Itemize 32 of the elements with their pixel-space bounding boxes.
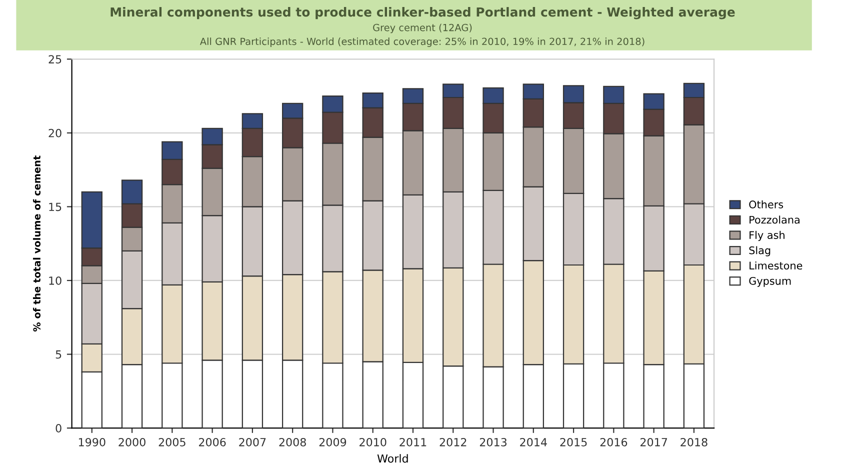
x-tick-label: 2006 — [198, 438, 226, 446]
legend-label: Pozzolana — [750, 216, 800, 224]
y-axis-title: % of the total volume of cement — [33, 156, 41, 332]
x-tick-label: 2000 — [118, 438, 146, 446]
x-tick-label: 2008 — [279, 438, 306, 446]
x-tick-label: 2018 — [680, 438, 708, 446]
x-tick-label: 1990 — [78, 438, 106, 446]
y-tick-label: 15 — [49, 202, 62, 212]
x-tick-label: 2007 — [239, 438, 266, 446]
y-tick-label: 25 — [48, 55, 62, 64]
legend-label: Gypsum — [749, 276, 791, 287]
y-tick-label: 0 — [56, 424, 62, 432]
legend-label: Fly ash — [750, 230, 784, 241]
x-tick-label: 2015 — [560, 438, 587, 446]
x-tick-label: 2016 — [600, 438, 628, 446]
x-tick-label: 2017 — [640, 438, 668, 446]
x-tick-label: 2012 — [440, 438, 466, 446]
legend-label: Slag — [749, 246, 770, 256]
x-tick-label: 2010 — [360, 438, 386, 446]
x-tick-label: 2014 — [520, 438, 547, 446]
chart-subtitle: Grey cement (12AG) All GNR Participants - World (estimated coverage: 25% in 2010, 19% in 2017, 21% in 2018) — [200, 24, 644, 47]
y-tick-label: 20 — [48, 128, 62, 138]
x-tick-label: 2005 — [158, 438, 186, 446]
x-tick-label: 2011 — [400, 438, 426, 446]
legend-label: Others — [749, 200, 784, 208]
y-tick-label: 10 — [49, 276, 62, 285]
x-tick-label: 2013 — [480, 438, 507, 446]
x-tick-label: 2009 — [319, 438, 346, 446]
y-tick-label: 5 — [56, 350, 62, 359]
legend-label: Limestone — [750, 261, 802, 270]
chart-title: Mineral components used to produce clinker-based Portland cement - Weighted average — [110, 7, 735, 20]
x-axis-title: World — [377, 454, 408, 463]
